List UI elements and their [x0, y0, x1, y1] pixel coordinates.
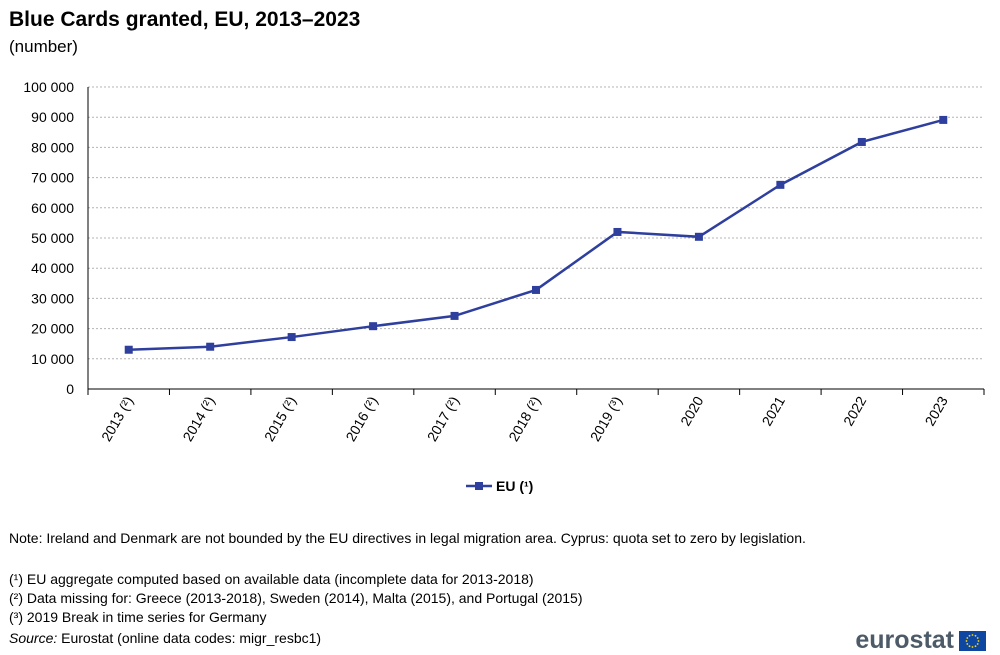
- x-tick-label: 2013 (²): [98, 394, 136, 444]
- x-tick-label: 2019 (³): [587, 394, 625, 444]
- legend-label: EU (¹): [496, 478, 533, 494]
- chart-subtitle: (number): [9, 37, 78, 56]
- footnote-3: (³) 2019 Break in time series for German…: [9, 609, 267, 625]
- x-tick-label: 2018 (²): [505, 394, 543, 444]
- legend-marker: [475, 482, 483, 490]
- data-point: [939, 115, 948, 124]
- y-tick-label: 70 000: [31, 170, 74, 186]
- x-tick-label: 2015 (²): [261, 394, 299, 444]
- data-point: [369, 322, 378, 331]
- x-tick-label: 2020: [677, 393, 707, 428]
- source-line: Source: Eurostat (online data codes: mig…: [9, 630, 839, 647]
- data-point: [124, 345, 133, 354]
- y-tick-label: 30 000: [31, 290, 74, 306]
- chart-title: Blue Cards granted, EU, 2013–2023: [9, 8, 361, 31]
- x-tick-label: 2022: [840, 393, 870, 428]
- y-tick-label: 60 000: [31, 200, 74, 216]
- x-tick-label: 2017 (²): [424, 394, 462, 444]
- data-point: [613, 227, 622, 236]
- y-tick-label: 90 000: [31, 109, 74, 125]
- footnote-1: (¹) EU aggregate computed based on avail…: [9, 571, 534, 587]
- x-tick-label: 2014 (²): [179, 394, 217, 444]
- data-point: [776, 180, 785, 189]
- data-point: [287, 333, 296, 342]
- data-point: [206, 342, 215, 351]
- y-tick-label: 20 000: [31, 321, 74, 337]
- eu-flag-icon: [959, 630, 986, 651]
- y-tick-label: 100 000: [23, 79, 74, 95]
- x-tick-label: 2023: [921, 393, 951, 428]
- data-point: [532, 285, 540, 294]
- y-tick-label: 40 000: [31, 260, 74, 276]
- eurostat-logo-text: eurostat: [855, 626, 954, 654]
- source-label: Source:: [9, 630, 58, 646]
- x-tick-label: 2016 (²): [342, 394, 380, 444]
- source-text: Eurostat (online data codes: migr_resbc1…: [57, 630, 322, 646]
- data-point: [450, 311, 459, 320]
- y-tick-label: 50 000: [31, 230, 74, 246]
- y-tick-label: 80 000: [31, 139, 74, 155]
- chart-note: Note: Ireland and Denmark are not bounde…: [9, 530, 806, 546]
- data-point: [694, 232, 703, 241]
- data-point: [857, 137, 866, 146]
- y-tick-label: 10 000: [31, 351, 74, 367]
- eurostat-logo: eurostat: [855, 626, 986, 655]
- footnote-2: (²) Data missing for: Greece (2013-2018)…: [9, 590, 583, 606]
- series-line: [128, 118, 944, 351]
- y-tick-label: 0: [66, 381, 74, 397]
- x-tick-label: 2021: [759, 393, 789, 428]
- line-chart: 0 10 000 20 000 30 000 40 000 50 000 60 000 70 …: [23, 79, 985, 494]
